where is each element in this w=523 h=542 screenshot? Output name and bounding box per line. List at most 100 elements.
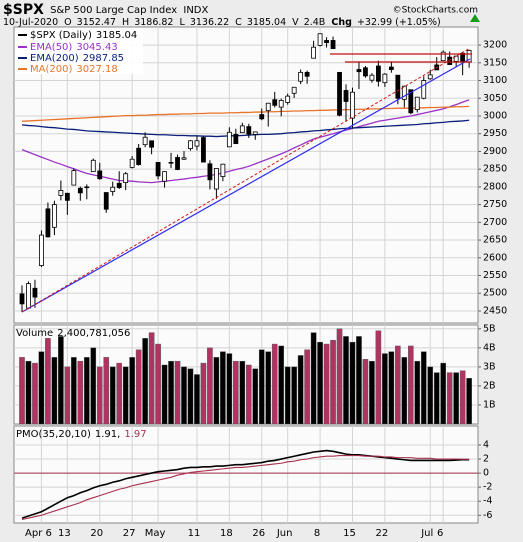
legend-value: 3027.18	[76, 64, 117, 75]
candle-body	[395, 74, 401, 99]
y-tick-label: 3100	[483, 75, 507, 86]
candle-body	[19, 293, 25, 305]
volume-bar	[330, 340, 336, 425]
candle-body	[272, 99, 278, 106]
x-tick-label: Jun	[276, 528, 293, 539]
candle-body	[136, 147, 142, 165]
volume-bar	[375, 330, 382, 425]
volume-bar	[64, 366, 71, 425]
y-tick-label: 2750	[483, 199, 507, 210]
volume-bar	[90, 347, 97, 425]
volume-bar	[382, 353, 388, 425]
candle-body	[149, 140, 155, 148]
candle-body	[142, 136, 148, 146]
volume-bar	[109, 366, 116, 425]
label: L	[180, 17, 186, 28]
candle-body	[330, 40, 336, 50]
candle-body	[427, 74, 433, 80]
date: 10-Jul-2020	[3, 17, 58, 28]
value: 3152.47	[77, 17, 116, 28]
volume-bar	[356, 336, 362, 425]
candle-body	[285, 95, 291, 103]
y-tick-label: 3200	[483, 40, 507, 51]
legend-value: 3185.04	[96, 30, 137, 41]
volume-bar	[51, 357, 58, 425]
volume-bar	[135, 349, 142, 425]
candle-body	[181, 157, 187, 160]
volume-bar	[433, 372, 440, 425]
volume-bar	[291, 366, 297, 425]
volume-bar	[220, 351, 226, 425]
candle-body	[440, 51, 446, 62]
x-tick-label: 27	[123, 528, 136, 539]
candle-body	[116, 182, 122, 188]
value: +32.99 (+1.05%)	[357, 17, 441, 28]
y-tick-label: -2	[483, 482, 492, 493]
x-tick-label: 22	[376, 528, 389, 539]
volume-bar	[194, 374, 200, 425]
volume-bar	[362, 359, 369, 425]
value: 3185.04	[247, 17, 286, 28]
label: H	[122, 17, 129, 28]
x-tick-label: May	[145, 528, 166, 539]
volume-bar	[414, 360, 421, 425]
y-tick-label: 3000	[483, 110, 507, 121]
volume-bar	[343, 336, 349, 425]
y-tick-label: 4	[483, 439, 489, 450]
value: 3186.82	[134, 17, 173, 28]
candle-body	[220, 163, 226, 177]
series-line	[21, 105, 470, 122]
candle-body	[375, 65, 381, 82]
volume-bar	[453, 372, 459, 425]
volume-bar	[252, 368, 259, 425]
volume-bar	[25, 360, 32, 425]
candle-body	[350, 91, 355, 119]
volume-bar	[271, 343, 278, 425]
volume-bar	[408, 345, 414, 425]
candle-body	[201, 137, 206, 163]
candle-body	[207, 163, 213, 181]
volume-bar	[401, 357, 408, 425]
index-name: S&P 500 Large Cap Index	[50, 5, 177, 16]
candle-body	[317, 33, 323, 46]
y-tick-label: 2550	[483, 270, 507, 281]
x-tick-label: 15	[343, 528, 356, 539]
value: 3136.22	[190, 17, 229, 28]
candle-body	[84, 186, 90, 189]
candle-body	[447, 56, 453, 65]
volume-bar	[77, 360, 84, 425]
candle-body	[188, 140, 193, 149]
y-tick-label: 2B	[483, 380, 496, 391]
y-tick-label: 2450	[483, 305, 507, 316]
candle-body	[252, 131, 258, 135]
volume-bar	[174, 360, 181, 425]
volume-bar	[32, 362, 38, 425]
y-tick-label: 3150	[483, 57, 507, 68]
candle-body	[110, 186, 116, 192]
volume-bar	[207, 347, 213, 425]
legend-name: MA(200)	[30, 64, 72, 75]
candle-body	[129, 158, 135, 168]
candle-body	[311, 46, 317, 59]
series-line	[21, 99, 470, 184]
legend-value: 3045.43	[76, 42, 117, 53]
x-tick-label: Apr 6	[25, 528, 52, 539]
volume-bar	[278, 345, 285, 425]
pmo-panel	[13, 425, 479, 524]
volume-bar	[233, 360, 239, 425]
volume-bar	[116, 362, 122, 425]
y-tick-label: 5B	[483, 323, 496, 334]
volume-bar	[258, 349, 265, 425]
volume-bar	[284, 366, 291, 425]
y-tick-label: 0	[483, 468, 489, 479]
quote-line: 10-Jul-2020 O 3152.47 H 3186.82 L 3136.2…	[3, 17, 441, 28]
volume-bar	[148, 332, 155, 425]
volume-bar	[395, 345, 401, 425]
pmo-legend: PMO(35,20,10) 1.91, 1.97	[16, 429, 147, 440]
series-line	[21, 119, 470, 138]
volume-bar	[161, 364, 168, 425]
candle-body	[421, 80, 427, 99]
volume-bar	[200, 362, 207, 425]
trend-line-dashed	[21, 47, 471, 313]
exchange: INDX	[183, 5, 208, 16]
